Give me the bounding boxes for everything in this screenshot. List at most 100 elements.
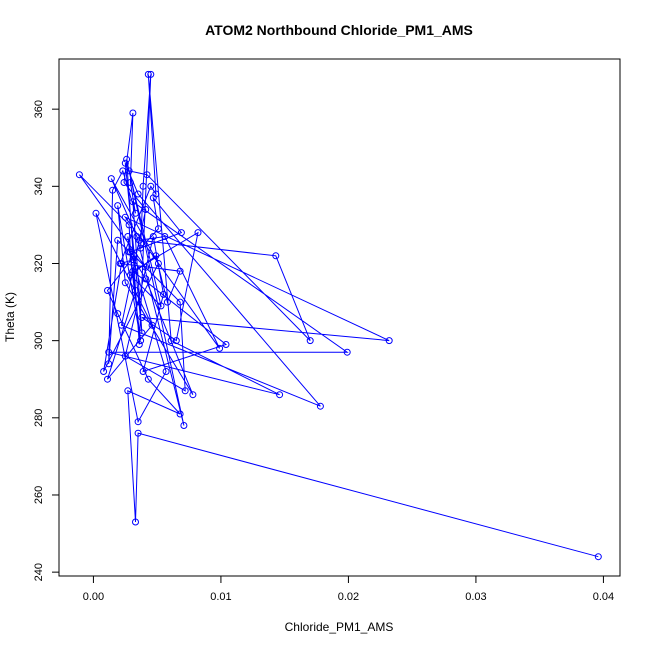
data-point — [385, 337, 393, 345]
data-point — [163, 298, 171, 306]
data-point — [121, 213, 129, 221]
data-point — [316, 402, 324, 410]
data-point — [75, 171, 83, 179]
data-point — [162, 368, 170, 375]
data-point — [114, 236, 122, 244]
data-point — [172, 337, 180, 345]
data-point — [133, 233, 141, 240]
data-point — [143, 171, 151, 179]
x-axis-label: Chloride_PM1_AMS — [285, 620, 394, 634]
data-point — [272, 252, 280, 260]
data-point — [129, 198, 137, 206]
data-point — [149, 233, 157, 240]
data-point — [276, 391, 284, 399]
y-tick-label: 260 — [33, 486, 45, 504]
data-point — [104, 375, 111, 383]
data-point — [148, 321, 156, 329]
data-point — [104, 287, 111, 294]
data-point — [134, 418, 142, 426]
data-point — [105, 360, 113, 368]
x-tick-label: 0.03 — [465, 591, 486, 603]
data-point — [137, 337, 145, 345]
data-point — [144, 375, 152, 383]
data-point — [114, 310, 122, 318]
series-line — [78, 74, 599, 558]
data-point — [114, 202, 122, 210]
data-point — [144, 70, 152, 78]
data-point — [142, 263, 150, 271]
data-point — [132, 518, 139, 526]
data-point — [126, 179, 134, 186]
data-point — [100, 368, 108, 375]
data-point — [343, 348, 351, 356]
data-point — [152, 252, 160, 260]
data-point — [160, 290, 167, 298]
data-point — [125, 221, 133, 229]
y-tick-label: 300 — [33, 331, 45, 349]
data-point — [594, 553, 602, 561]
data-point — [176, 298, 184, 306]
data-point — [157, 302, 165, 310]
x-tick-label: 0.02 — [338, 591, 359, 603]
data-point — [129, 256, 137, 264]
x-tick-label: 0.00 — [83, 591, 104, 603]
chart-title: ATOM2 Northbound Chloride_PM1_AMS — [205, 22, 473, 38]
data-point — [121, 159, 129, 167]
data-point — [132, 209, 139, 217]
y-tick-label: 360 — [33, 100, 45, 118]
plot-frame — [58, 58, 621, 577]
data-point — [124, 387, 132, 395]
data-point — [137, 244, 145, 252]
data-point — [92, 209, 100, 217]
data-point — [134, 429, 142, 437]
data-point — [105, 348, 113, 356]
y-tick-label: 240 — [33, 563, 45, 581]
data-point — [134, 190, 142, 198]
data-point — [149, 194, 157, 202]
data-point — [130, 252, 138, 260]
data-point — [142, 275, 150, 283]
plot-area — [75, 70, 602, 561]
data-point — [135, 341, 143, 348]
data-point — [129, 109, 137, 117]
y-tick-label: 280 — [33, 409, 45, 427]
data-point — [118, 260, 125, 267]
data-point — [119, 167, 127, 175]
data-point — [180, 422, 188, 429]
data-point — [154, 260, 162, 267]
data-point — [161, 233, 169, 240]
data-point — [147, 70, 155, 78]
data-point — [177, 229, 185, 237]
data-point — [139, 368, 147, 375]
data-point — [138, 329, 146, 337]
data-point — [194, 229, 202, 237]
data-point — [216, 344, 224, 352]
data-point — [176, 410, 184, 418]
data-point — [132, 287, 139, 294]
data-point — [118, 321, 125, 329]
data-point — [189, 391, 197, 399]
data-point — [139, 182, 147, 190]
data-point — [181, 387, 189, 395]
data-point — [138, 314, 146, 321]
y-tick-label: 340 — [33, 177, 45, 195]
data-point — [222, 341, 230, 348]
x-tick-label: 0.04 — [593, 591, 614, 603]
data-point — [124, 233, 132, 240]
data-point — [154, 225, 162, 233]
data-point — [121, 352, 129, 360]
data-point — [123, 155, 131, 163]
data-point — [306, 337, 314, 345]
y-tick-label: 320 — [33, 254, 45, 272]
x-axis: 0.00 0.01 0.02 0.03 0.04 — [83, 576, 614, 603]
data-point — [109, 186, 117, 194]
data-point — [126, 271, 134, 279]
y-axis-label: Theta (K) — [3, 292, 17, 342]
data-point — [167, 337, 175, 345]
data-point — [142, 206, 150, 213]
data-point — [121, 279, 129, 287]
data-point — [147, 182, 155, 190]
data-point — [176, 267, 184, 275]
y-axis: 240 260 280 300 320 340 360 — [33, 100, 59, 581]
